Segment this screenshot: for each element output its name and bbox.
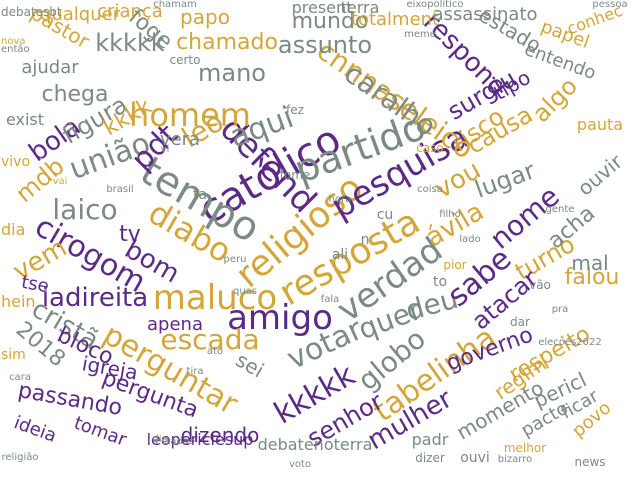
word-21: homem [129,96,251,134]
word-134: certo [169,53,201,67]
word-131: cara [9,372,31,383]
word-87: exist [5,110,45,129]
word-128: peru [223,254,247,265]
word-95: terra [340,0,380,17]
word-103: bizarro [497,454,533,465]
word-56: criança [97,1,163,22]
word-146: dia [152,434,168,445]
word-106: cu [376,207,394,223]
word-135: meme [404,29,436,40]
word-148: fala [320,294,340,305]
word-80: apena [147,314,203,335]
word-123: pessoa [592,0,628,10]
word-127: quas [232,286,258,297]
word-107: n [360,232,370,248]
word-3: maluco [152,278,278,318]
word-126: elecoes2022 [538,337,602,348]
word-124: religião [1,452,39,463]
word-32: mundo [291,9,369,34]
word-114: vivo [1,154,31,170]
word-133: nova [0,36,26,47]
word-84: vera [159,129,201,150]
word-118: pauta [576,115,624,134]
word-94: present [291,0,353,17]
word-33: chamado [176,30,278,55]
word-97: debatenoterra [257,435,373,454]
word-132: então [0,44,30,55]
word-117: ouvir [572,149,628,201]
word-30: mano [198,59,266,87]
word-102: melhor [503,441,547,455]
word-141: filho [439,209,461,220]
word-16: escada [160,323,260,356]
word-35: kkkkk [95,29,165,57]
word-53: ajudar [21,57,79,78]
word-112: fez [286,103,304,117]
word-122: eixopolitico [406,0,464,10]
word-125: estadao [154,436,196,447]
word-96: leopericlesup [146,430,254,449]
word-104: ta [192,187,208,203]
word-0: amigo [227,298,333,338]
word-139: pra [551,304,569,315]
word-55: qualquer [39,4,121,25]
word-136: vi [160,144,170,155]
word-147: voto [288,459,312,470]
word-60: falou [564,265,620,290]
word-110: vão [529,278,551,292]
word-52: chega [41,82,109,107]
word-129: ato [206,346,224,357]
word-34: papo [180,5,230,29]
word-85: hein [0,292,36,311]
word-116: mal [571,251,609,275]
word-43: algo [526,71,584,129]
word-72: dizendo [180,423,260,447]
word-130: tira [186,366,204,377]
word-101: news [574,455,606,469]
word-115: sim [0,347,26,363]
word-138: gente [545,204,575,215]
word-111: dar [510,315,530,329]
word-109: pior [443,258,467,272]
word-46: iadireita [41,283,149,313]
word-142: brasil [106,184,134,195]
word-93: assassinato [432,4,538,25]
word-121: chamam [153,0,197,10]
word-144: coisa [417,184,443,195]
word-143: hora [328,194,352,205]
word-137: vai [52,176,68,187]
word-145: lado [459,234,481,245]
word-78: ideia [11,412,60,447]
word-92: totalment [350,9,440,30]
word-140: caso [416,141,444,155]
word-31: assunto [277,31,373,59]
word-86: dia [1,220,26,239]
word-98: padr [411,430,449,449]
word-105: ali [331,247,349,263]
word-100: ouvi [460,450,490,466]
word-120: debatesbt [0,5,62,19]
word-82: tv [119,222,141,247]
word-99: dizer [415,451,445,465]
word-108: to [432,274,448,290]
word-113: fome [279,168,311,182]
word-24: laico [52,193,118,226]
